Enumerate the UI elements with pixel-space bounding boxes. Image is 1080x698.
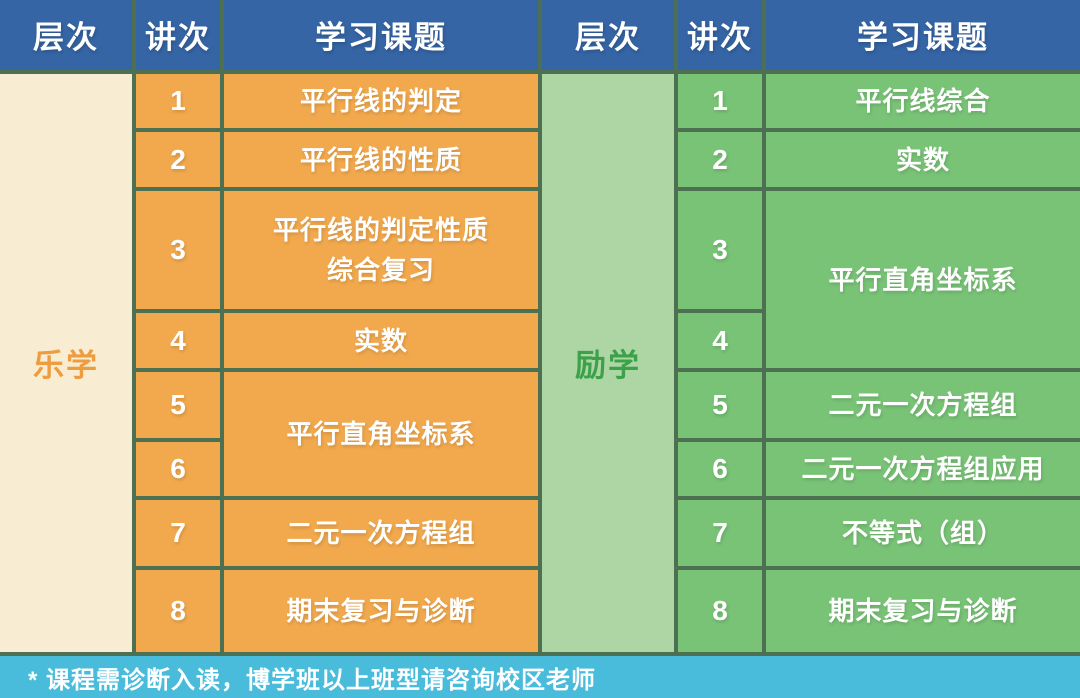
table-row: 4 实数 xyxy=(0,309,540,373)
topic-cell: 平行线的性质 xyxy=(220,128,540,192)
table-row: 乐学 1 平行线的判定 xyxy=(0,69,540,654)
topic-cell: 实数 xyxy=(762,128,1080,192)
table-row: 5 二元一次方程组 xyxy=(542,368,1080,442)
table-row: 5 平行直角坐标系 xyxy=(0,368,540,501)
column-header-lecture: 讲次 xyxy=(674,0,766,74)
header-row: 层次 讲次 学习课题 xyxy=(0,0,540,74)
lecture-number: 7 xyxy=(132,496,224,570)
table-row: 2 平行线的性质 xyxy=(0,128,540,192)
table-row: 4 xyxy=(542,309,1080,373)
footer-note-bar: * 课程需诊断入读，博学班以上班型请咨询校区老师 xyxy=(0,652,1080,698)
topic-cell: 二元一次方程组 xyxy=(762,368,1080,442)
lecture-number: 6 xyxy=(674,437,766,501)
footer-note: * 课程需诊断入读，博学班以上班型请咨询校区老师 xyxy=(28,666,597,694)
lecture-number: 7 xyxy=(674,496,766,570)
level-label-lexue: 乐学 xyxy=(0,69,136,654)
topic-cell: 二元一次方程组 xyxy=(220,496,540,570)
table-row: 3 平行直角坐标系 xyxy=(542,187,1080,373)
topic-cell-merged: 平行直角坐标系 xyxy=(762,187,1080,373)
table-row: 7 不等式（组） xyxy=(542,496,1080,570)
topic-cell: 平行线的判定 xyxy=(220,69,540,133)
column-header-topic: 学习课题 xyxy=(220,0,540,74)
column-header-topic: 学习课题 xyxy=(762,0,1080,74)
topic-cell: 实数 xyxy=(220,309,540,373)
column-header-level: 层次 xyxy=(540,0,678,74)
lecture-number: 8 xyxy=(132,565,224,655)
table-row: 8 期末复习与诊断 xyxy=(0,565,540,655)
lecture-number: 3 xyxy=(132,187,224,314)
topic-cell: 平行线综合 xyxy=(762,69,1080,133)
lecture-number: 2 xyxy=(674,128,766,192)
table-lexue: 层次 讲次 学习课题 乐学 1 平行线的判定 2 平行线的性质 3 平行线的判定… xyxy=(0,0,540,655)
lecture-number: 1 xyxy=(674,69,766,133)
lecture-number: 5 xyxy=(132,368,224,442)
topic-cell: 不等式（组） xyxy=(762,496,1080,570)
table-row: 7 二元一次方程组 xyxy=(0,496,540,570)
schedule-tables: 层次 讲次 学习课题 乐学 1 平行线的判定 2 平行线的性质 3 平行线的判定… xyxy=(0,0,1080,655)
lecture-number: 3 xyxy=(674,187,766,314)
column-header-lecture: 讲次 xyxy=(132,0,224,74)
table-row: 6 xyxy=(0,437,538,501)
topic-cell: 期末复习与诊断 xyxy=(220,565,540,655)
lecture-number: 1 xyxy=(132,69,224,133)
column-header-level: 层次 xyxy=(0,0,136,74)
table-row: 励学 1 平行线综合 xyxy=(540,69,1080,654)
lecture-number: 2 xyxy=(132,128,224,192)
lecture-number: 5 xyxy=(674,368,766,442)
table-lixue: 层次 讲次 学习课题 励学 1 平行线综合 2 实数 3 平行直角坐标系 xyxy=(540,0,1080,655)
lecture-number: 6 xyxy=(132,437,224,501)
lecture-number: 4 xyxy=(674,309,766,373)
lecture-number: 4 xyxy=(132,309,224,373)
table-row: 2 实数 xyxy=(542,128,1080,192)
level-label-lixue: 励学 xyxy=(540,69,678,654)
topic-cell: 平行线的判定性质 综合复习 xyxy=(220,187,540,314)
topic-cell: 期末复习与诊断 xyxy=(762,565,1080,655)
table-row: 6 二元一次方程组应用 xyxy=(542,437,1080,501)
lecture-number: 8 xyxy=(674,565,766,655)
topic-cell-merged: 平行直角坐标系 xyxy=(220,368,540,501)
table-row: 3 平行线的判定性质 综合复习 xyxy=(0,187,540,314)
topic-cell: 二元一次方程组应用 xyxy=(762,437,1080,501)
header-row: 层次 讲次 学习课题 xyxy=(540,0,1080,74)
table-row: 8 期末复习与诊断 xyxy=(542,565,1080,655)
